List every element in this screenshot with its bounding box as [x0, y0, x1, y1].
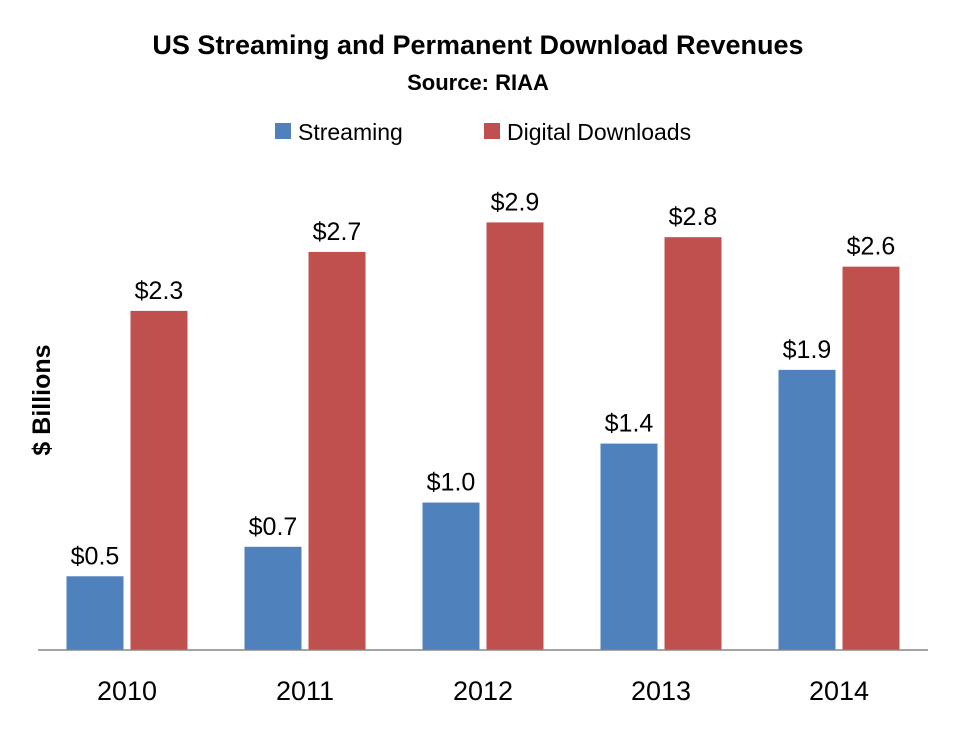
data-label-streaming-2013: $1.4 — [605, 410, 654, 438]
bar-digital-downloads-2014 — [842, 266, 900, 650]
x-tick-label-2013: 2013 — [631, 676, 691, 706]
x-tick-label-2011: 2011 — [276, 676, 334, 706]
data-label-digital-downloads-2013: $2.8 — [669, 203, 718, 231]
bar-digital-downloads-2010 — [130, 310, 188, 650]
bar-streaming-2010 — [66, 576, 124, 650]
bar-digital-downloads-2011 — [308, 251, 366, 651]
data-label-digital-downloads-2012: $2.9 — [491, 188, 540, 216]
legend-swatch-streaming — [275, 123, 291, 139]
data-label-digital-downloads-2010: $2.3 — [135, 277, 184, 305]
data-label-streaming-2014: $1.9 — [783, 336, 832, 364]
data-label-streaming-2011: $0.7 — [249, 513, 298, 541]
y-axis-label: $ Billions — [28, 344, 56, 455]
legend-label-streaming: Streaming — [298, 119, 403, 145]
bar-streaming-2012 — [422, 502, 480, 650]
legend: Streaming Digital Downloads — [275, 119, 691, 145]
chart-subtitle: Source: RIAA — [407, 70, 549, 95]
data-label-digital-downloads-2014: $2.6 — [847, 233, 896, 261]
data-label-streaming-2010: $0.5 — [71, 542, 120, 570]
x-tick-label-2014: 2014 — [809, 676, 869, 706]
bar-streaming-2013 — [600, 443, 658, 650]
legend-label-digital-downloads: Digital Downloads — [507, 119, 691, 145]
bar-digital-downloads-2013 — [664, 237, 722, 650]
data-label-digital-downloads-2011: $2.7 — [313, 218, 362, 246]
legend-swatch-digital-downloads — [484, 123, 500, 139]
bar-digital-downloads-2012 — [486, 222, 544, 650]
x-tick-label-2012: 2012 — [453, 676, 513, 706]
data-label-streaming-2012: $1.0 — [427, 469, 476, 497]
plot-area: $0.5 $2.3 2010 $0.7 $2.7 2011 $1.0 $2.9 2012 $1.4… — [66, 188, 900, 706]
bar-streaming-2011 — [244, 546, 302, 650]
x-tick-label-2010: 2010 — [97, 676, 157, 706]
bar-streaming-2014 — [778, 369, 836, 650]
chart-title: US Streaming and Permanent Download Reve… — [152, 30, 803, 60]
